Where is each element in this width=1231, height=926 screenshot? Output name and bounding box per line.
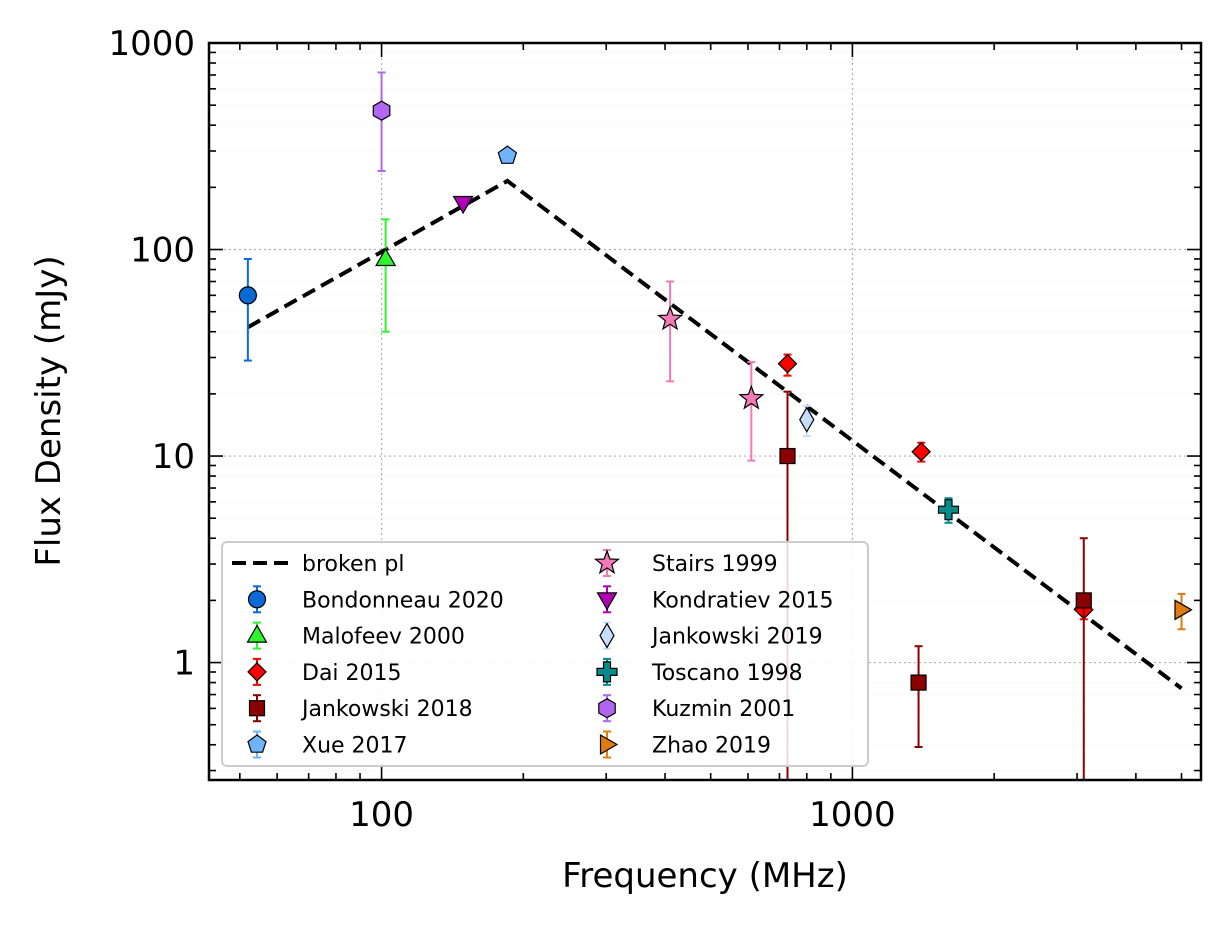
kondratiev-2015-point <box>452 195 474 215</box>
x-axis-label: Frequency (MHz) <box>562 856 848 896</box>
legend-item: Kuzmin 2001 <box>598 694 795 723</box>
legend-label: broken pl <box>302 552 405 577</box>
data-layer <box>238 71 1193 780</box>
legend-item: Zhao 2019 <box>599 730 771 759</box>
legend-label: Dai 2015 <box>302 661 402 686</box>
y-tick-labels: 1 10 100 1000 <box>108 24 195 684</box>
legend-label: Xue 2017 <box>302 734 408 759</box>
jankowski-2018-point <box>779 447 796 465</box>
model-layer <box>246 178 1183 690</box>
jankowski-2019-point <box>799 406 815 433</box>
x-tick-label: 1000 <box>809 795 896 835</box>
legend-swatch-marker <box>599 733 619 756</box>
jankowski-2018-point <box>1075 592 1092 609</box>
y-tick-label: 1 <box>173 644 195 684</box>
legend-swatch-marker <box>246 624 268 643</box>
legend-swatch-marker <box>247 590 267 609</box>
legend-item: Stairs 1999 <box>593 549 778 577</box>
legend-label: Jankowski 2019 <box>650 625 823 650</box>
legend-item: Dai 2015 <box>247 657 402 686</box>
legend-label: Zhao 2019 <box>652 734 771 759</box>
legend-swatch-marker <box>247 734 267 753</box>
legend: broken pl Bondonneau 2020 Malofeev 2000 Dai… <box>221 541 869 767</box>
legend-item: Xue 2017 <box>247 730 408 759</box>
legend-label: Kuzmin 2001 <box>652 697 795 722</box>
y-tick-label: 1000 <box>108 24 195 64</box>
dai-2015-point <box>777 353 798 374</box>
legend-label: Toscano 1998 <box>651 661 803 686</box>
legend-item: Jankowski 2019 <box>599 621 823 650</box>
legend-swatch-marker <box>596 592 618 611</box>
legend-label: Jankowski 2018 <box>300 697 473 722</box>
xue-2017-point <box>497 145 518 164</box>
legend-label: Kondratiev 2015 <box>652 588 834 613</box>
dai-2015-point <box>911 441 932 462</box>
zhao-2019-point <box>1174 599 1193 621</box>
legend-swatch-marker <box>598 698 616 719</box>
ticks <box>209 42 1201 780</box>
legend-swatch-marker <box>599 622 615 649</box>
legend-label: Stairs 1999 <box>652 552 778 577</box>
legend-item: broken pl <box>232 552 405 577</box>
plot-frame <box>207 41 1203 782</box>
legend-box <box>221 541 869 767</box>
legend-swatch-marker <box>596 661 618 683</box>
stairs-1999-point <box>657 305 684 331</box>
legend-item: Kondratiev 2015 <box>596 585 834 614</box>
broken-pl-line <box>246 178 1183 690</box>
legend-item: Jankowski 2018 <box>248 694 473 723</box>
legend-label: Malofeev 2000 <box>302 625 465 650</box>
legend-item: Bondonneau 2020 <box>247 585 504 614</box>
malofeev-2000-point <box>375 247 397 267</box>
bondonneau-2020-point <box>238 286 257 305</box>
kuzmin-2001-point <box>372 100 391 121</box>
legend-swatch-marker <box>248 700 266 717</box>
x-tick-label: 100 <box>349 795 414 835</box>
jankowski-2018-point <box>910 674 927 691</box>
x-tick-labels: 100 1000 <box>349 795 896 835</box>
legend-item: Malofeev 2000 <box>246 621 465 650</box>
y-tick-label: 100 <box>130 231 195 271</box>
y-axis-label: Flux Density (mJy) <box>29 255 69 566</box>
legend-swatch-marker <box>593 549 621 575</box>
stairs-1999-point <box>738 384 765 410</box>
toscano-1998-point <box>937 499 960 521</box>
y-tick-label: 10 <box>152 437 195 477</box>
legend-label: Bondonneau 2020 <box>302 588 504 613</box>
legend-swatch-marker <box>247 662 267 682</box>
legend-item: Toscano 1998 <box>596 657 803 686</box>
